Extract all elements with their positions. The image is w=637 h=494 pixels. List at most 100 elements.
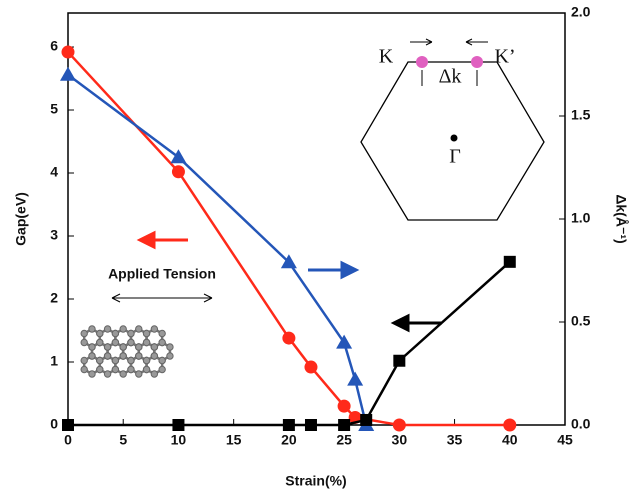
y2-tick-label: 1.0 xyxy=(571,210,591,226)
y-tick-label: 1 xyxy=(50,353,58,369)
atom xyxy=(104,353,110,359)
atom xyxy=(136,344,142,350)
x-tick-label: 20 xyxy=(281,432,297,448)
x-tick-label: 0 xyxy=(64,432,72,448)
atom xyxy=(112,357,118,363)
marker xyxy=(347,372,363,386)
x-tick-label: 40 xyxy=(502,432,518,448)
atom xyxy=(81,339,87,345)
atom xyxy=(112,366,118,372)
atom xyxy=(167,344,173,350)
atom xyxy=(143,357,149,363)
atom xyxy=(143,339,149,345)
marker xyxy=(304,361,317,374)
atom xyxy=(143,366,149,372)
atom xyxy=(120,344,126,350)
chart: Strain(%) Gap(eV) Δk(Å⁻¹) K K’ Δk Γ Appl… xyxy=(0,0,637,494)
marker xyxy=(62,419,74,431)
atom xyxy=(120,353,126,359)
y2-axis-label: Δk(Å⁻¹) xyxy=(613,194,629,243)
marker xyxy=(336,335,352,349)
y-tick-label: 3 xyxy=(50,227,58,243)
annotation: Applied Tension xyxy=(108,266,216,282)
x-tick-label: 25 xyxy=(336,432,352,448)
atom xyxy=(97,366,103,372)
atom xyxy=(89,353,95,359)
x-tick-label: 30 xyxy=(392,432,408,448)
marker xyxy=(60,67,76,81)
inset-arrows xyxy=(410,39,488,45)
atom xyxy=(89,344,95,350)
atom xyxy=(143,330,149,336)
k-point xyxy=(471,56,483,68)
atom xyxy=(97,339,103,345)
atom xyxy=(159,330,165,336)
y2-tick-label: 1.5 xyxy=(571,107,591,123)
marker xyxy=(282,332,295,345)
annotation: Γ xyxy=(449,146,461,168)
marker xyxy=(170,149,186,163)
marker xyxy=(283,419,295,431)
atom xyxy=(104,344,110,350)
atom xyxy=(128,330,134,336)
atom xyxy=(128,366,134,372)
annotation: K xyxy=(379,46,394,68)
atom xyxy=(104,326,110,332)
atom xyxy=(136,353,142,359)
atom xyxy=(112,330,118,336)
y2-tick-label: 2.0 xyxy=(571,4,591,20)
atom xyxy=(151,326,157,332)
marker xyxy=(393,355,405,367)
x-tick-label: 35 xyxy=(447,432,463,448)
atom xyxy=(159,366,165,372)
x-tick-label: 5 xyxy=(119,432,127,448)
atom xyxy=(81,366,87,372)
y-tick-label: 6 xyxy=(50,38,58,54)
annotation: K’ xyxy=(494,46,515,68)
y-tick-label: 5 xyxy=(50,101,58,117)
axis-arrow xyxy=(140,233,188,247)
y-tick-label: 0 xyxy=(50,416,58,432)
marker xyxy=(305,419,317,431)
atom xyxy=(120,326,126,332)
marker xyxy=(393,419,406,432)
y-tick-label: 2 xyxy=(50,290,58,306)
atom xyxy=(151,353,157,359)
y2-tick-label: 0.5 xyxy=(571,313,591,329)
atom xyxy=(159,339,165,345)
atom xyxy=(97,357,103,363)
marker xyxy=(62,46,75,59)
atom xyxy=(89,326,95,332)
atom xyxy=(120,371,126,377)
marker xyxy=(504,256,516,268)
marker xyxy=(338,400,351,413)
atom xyxy=(112,339,118,345)
atom xyxy=(97,330,103,336)
x-tick-label: 10 xyxy=(171,432,187,448)
marker xyxy=(338,419,350,431)
tension-arrow xyxy=(112,294,212,302)
gamma-point xyxy=(451,135,458,142)
marker xyxy=(172,419,184,431)
graphene-molecule xyxy=(81,326,173,377)
atom xyxy=(151,344,157,350)
atom xyxy=(104,371,110,377)
x-tick-label: 45 xyxy=(557,432,573,448)
atom xyxy=(89,371,95,377)
y-tick-label: 4 xyxy=(50,164,58,180)
marker xyxy=(360,414,372,426)
atom xyxy=(136,326,142,332)
atom xyxy=(128,357,134,363)
marker xyxy=(172,165,185,178)
atom xyxy=(81,357,87,363)
atom xyxy=(167,353,173,359)
atom xyxy=(81,330,87,336)
atom xyxy=(151,371,157,377)
marker xyxy=(503,419,516,432)
atom xyxy=(136,371,142,377)
x-axis-label: Strain(%) xyxy=(285,473,346,489)
x-tick-label: 15 xyxy=(226,432,242,448)
atom xyxy=(159,357,165,363)
y2-tick-label: 0.0 xyxy=(571,416,591,432)
atom xyxy=(128,339,134,345)
